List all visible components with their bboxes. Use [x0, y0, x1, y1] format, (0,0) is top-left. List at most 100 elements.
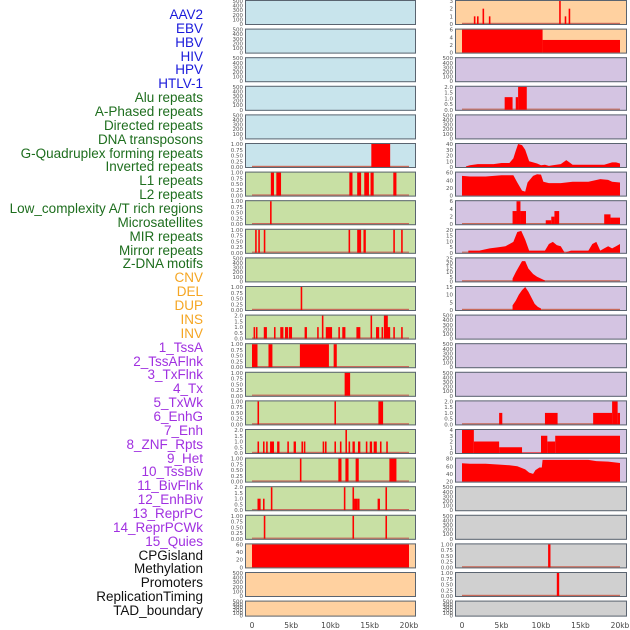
panel-frame [455, 600, 627, 617]
track-label: 15_Quies [145, 533, 203, 549]
y-tick-label: 100 [443, 332, 454, 338]
left-track-panel: 0.000.250.500.751.00 [231, 514, 416, 543]
y-tick-label: 100 [443, 504, 454, 510]
panel-frame [455, 543, 627, 569]
y-tick-label: 2 [450, 440, 454, 446]
y-tick-label: 0.25 [231, 531, 244, 537]
data-bar [322, 441, 325, 453]
y-tick-label: 0 [450, 308, 454, 314]
y-tick-label: 0.75 [441, 577, 454, 583]
data-bar [300, 287, 303, 310]
y-tick-label: 500 [443, 113, 454, 119]
y-tick-label: 0.75 [231, 520, 244, 526]
y-tick-label: 300 [443, 605, 454, 611]
baseline [462, 108, 620, 110]
data-bar [342, 327, 346, 339]
y-tick-label: 0.50 [441, 554, 454, 560]
track-label: G-Quadruplex forming repeats [20, 145, 203, 161]
panel-frame [245, 0, 416, 25]
panel-frame [455, 200, 627, 226]
x-tick-label: 5kb [284, 621, 298, 630]
y-tick-label: 1.00 [231, 514, 244, 520]
baseline [252, 537, 409, 539]
panel-background [245, 572, 416, 597]
y-tick-label: 3 [450, 434, 454, 440]
panel-frame [455, 286, 627, 311]
y-tick-label: 1.00 [231, 228, 244, 234]
left-track-panel: 0.000.250.500.751.00 [231, 285, 416, 314]
data-bar [401, 229, 403, 253]
data-bar [522, 452, 541, 453]
y-tick-label: 0.00 [231, 422, 244, 428]
panel-background [245, 228, 416, 254]
data-bar [270, 441, 274, 453]
panel-frame [455, 429, 627, 454]
y-tick-label: 1 [450, 445, 454, 451]
y-tick-label: 500 [233, 0, 244, 5]
data-bar [612, 401, 618, 425]
data-bar [262, 498, 265, 511]
y-tick-label: 20 [446, 154, 453, 160]
data-bar [263, 515, 266, 539]
panel-frame [245, 343, 416, 369]
y-tick-label: 30 [446, 148, 453, 154]
y-tick-label: 500 [233, 85, 244, 91]
data-bar [263, 229, 266, 253]
y-tick-label: 0 [240, 565, 244, 571]
data-bar [343, 487, 346, 511]
left-track-panel: 0.000.250.500.751.00 [231, 457, 416, 486]
data-bar [617, 412, 620, 425]
left-track-panel: 0.000.250.500.751.00 [231, 171, 416, 200]
y-tick-label: 0 [240, 136, 244, 142]
y-tick-label: 4 [450, 428, 454, 434]
data-bar [255, 327, 258, 339]
y-tick-label: 100 [233, 17, 244, 23]
y-tick-label: 0.50 [231, 411, 244, 417]
data-bar [338, 458, 342, 482]
data-bar [370, 315, 373, 339]
right-track-panel: 0.000.250.500.751.00 [441, 542, 627, 571]
y-tick-label: 400 [233, 118, 244, 124]
y-tick-label: 500 [443, 371, 454, 377]
panel-frame [245, 400, 416, 426]
baseline [462, 594, 620, 596]
y-tick-label: 200 [233, 99, 244, 105]
data-bar [512, 211, 517, 225]
y-tick-label: 0.0 [444, 108, 453, 114]
y-tick-label: 200 [233, 608, 244, 614]
panel-background [455, 85, 627, 111]
y-tick-label: 300 [443, 65, 454, 71]
baseline [462, 22, 620, 24]
data-bar [352, 515, 355, 539]
panel-frame [245, 171, 416, 197]
y-tick-label: 40 [236, 550, 243, 556]
y-tick-label: 0.25 [231, 188, 244, 194]
track-label: DEL [176, 284, 203, 300]
panel-background [455, 572, 627, 597]
y-tick-label: 400 [443, 490, 454, 496]
y-tick-label: 100 [233, 103, 244, 109]
y-tick-label: 200 [443, 499, 454, 505]
data-bar [554, 211, 560, 225]
right-track-panel: 02 4 6 [450, 199, 627, 228]
baseline [252, 423, 409, 425]
y-tick-label: 0.25 [231, 417, 244, 423]
data-bar [252, 544, 409, 568]
panel-frame [455, 457, 627, 483]
panel-frame [245, 286, 416, 311]
data-bar [348, 441, 351, 453]
data-bar [304, 327, 307, 339]
data-bar [593, 412, 613, 425]
data-bar [555, 435, 620, 453]
track-label: 10_TssBiv [141, 464, 203, 480]
y-tick-label: 0.5 [234, 502, 243, 508]
y-tick-label: 5 [450, 245, 454, 251]
y-tick-label: 0.75 [231, 348, 244, 354]
panel-frame [455, 400, 627, 426]
panel-background [245, 0, 416, 25]
data-bar [401, 327, 403, 339]
track-label: 7_Enh [163, 422, 203, 438]
